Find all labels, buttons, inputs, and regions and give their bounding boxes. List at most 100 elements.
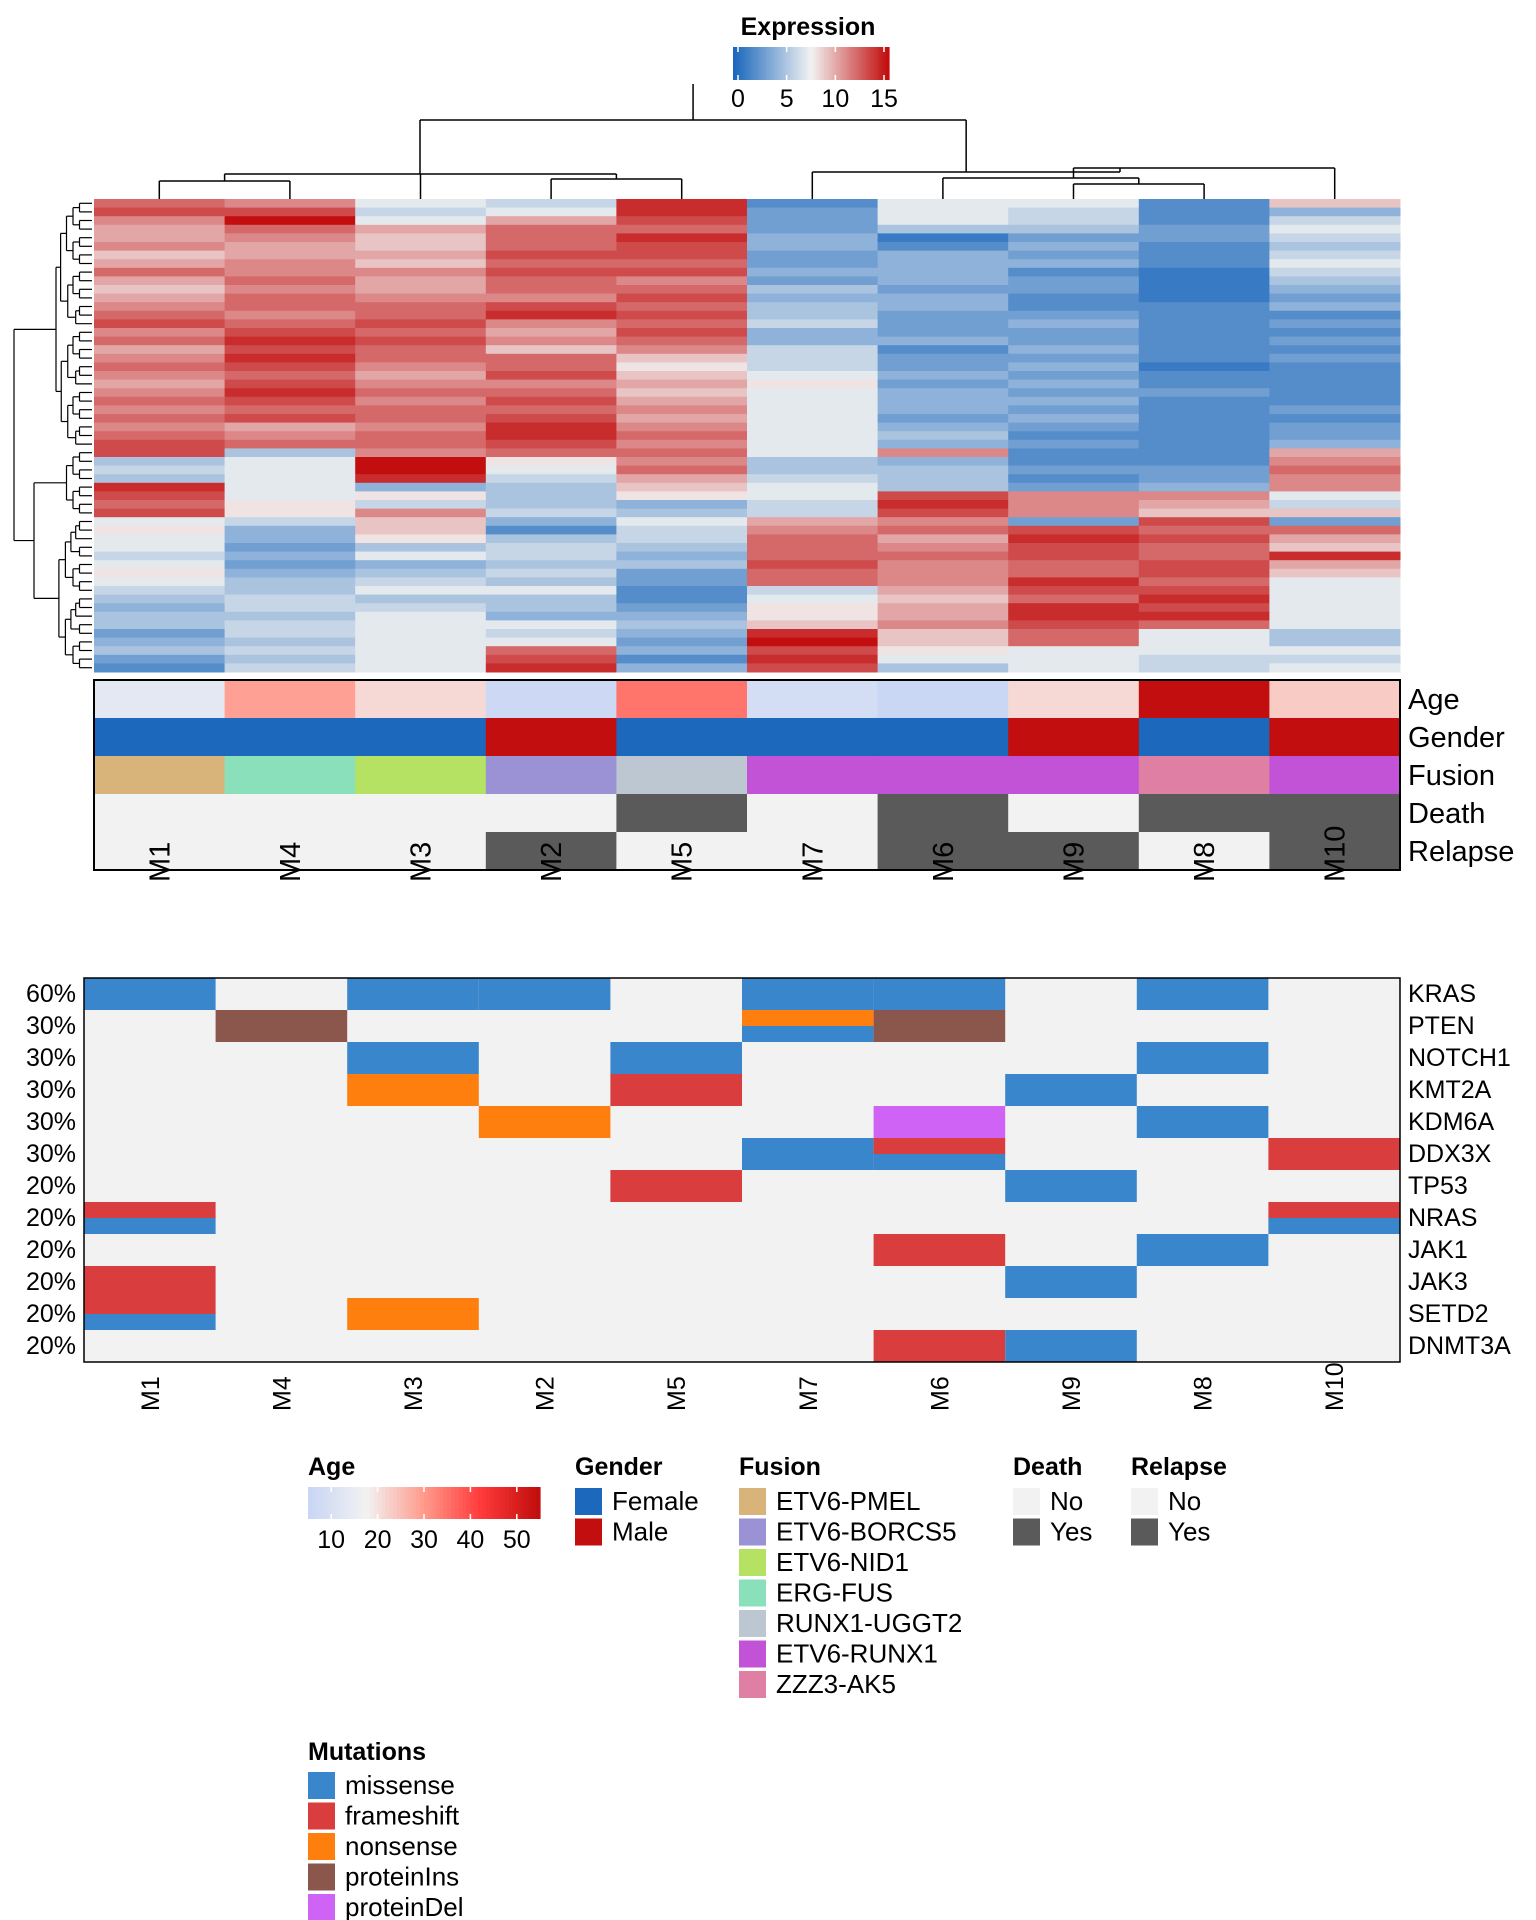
heatmap-cell	[1269, 405, 1401, 415]
heatmap-cell	[1269, 431, 1401, 441]
expression-gradient-step	[831, 47, 835, 80]
heatmap-cell	[224, 629, 356, 639]
legend-swatch-etv6-nid1	[739, 1549, 766, 1576]
expression-gradient-step	[821, 47, 825, 80]
gender-annotation-cell	[224, 718, 356, 757]
heatmap-cell	[1138, 276, 1270, 286]
heatmap-cell	[1138, 414, 1270, 424]
legend-label: Female	[612, 1486, 699, 1516]
sample-label: M6	[928, 842, 960, 882]
heatmap-cell	[355, 379, 487, 389]
heatmap-cell	[485, 267, 617, 277]
expression-gradient-step	[733, 47, 737, 80]
heatmap-cell	[1138, 371, 1270, 381]
heatmap-cell	[1269, 362, 1401, 372]
age-gradient-step	[342, 1487, 348, 1519]
heatmap-cell	[877, 448, 1009, 458]
heatmap-cell	[877, 388, 1009, 398]
oncoprint-cell	[610, 1266, 743, 1299]
heatmap-cell	[1138, 586, 1270, 596]
heatmap-cell	[485, 534, 617, 544]
heatmap-cell	[616, 603, 748, 613]
oncoprint-mutation-frameshift	[1268, 1202, 1401, 1219]
heatmap-cell	[877, 233, 1009, 243]
heatmap-cell	[1269, 654, 1401, 664]
heatmap-cell	[747, 250, 879, 260]
heatmap-cell	[1008, 199, 1140, 209]
age-gradient-step	[443, 1487, 448, 1519]
heatmap-cell	[877, 414, 1009, 424]
oncoprint-cell	[215, 1266, 348, 1299]
oncoprint-mutation-missense	[742, 978, 875, 1011]
heatmap-cell	[94, 310, 226, 320]
legend-label: nonsense	[345, 1831, 458, 1861]
legend-swatch-etv6-pmel	[739, 1488, 766, 1515]
age-gradient-step	[338, 1487, 344, 1519]
heatmap-cell	[485, 362, 617, 372]
heatmap-cell	[747, 302, 879, 312]
heatmap-cell	[94, 663, 226, 673]
heatmap-cell	[1138, 319, 1270, 329]
legend-label: ETV6-NID1	[776, 1547, 909, 1577]
heatmap-cell	[224, 345, 356, 355]
heatmap-cell	[747, 353, 879, 363]
oncoprint-cell	[742, 1106, 875, 1139]
expression-gradient-step	[761, 47, 765, 80]
legend-swatch-runx1-uggt2	[739, 1610, 766, 1637]
gene-label: JAK3	[1408, 1268, 1468, 1296]
heatmap-cell	[224, 663, 356, 673]
heatmap-cell	[355, 224, 487, 234]
oncoprint-cell	[1136, 1074, 1269, 1107]
legend-swatch-nonsense	[308, 1833, 335, 1860]
heatmap-cell	[355, 310, 487, 320]
heatmap-cell	[616, 302, 748, 312]
heatmap-cell	[616, 646, 748, 656]
heatmap-cell	[94, 302, 226, 312]
annotation-label-age: Age	[1408, 684, 1460, 716]
expression-gradient-step	[785, 47, 789, 80]
heatmap-cell	[747, 396, 879, 406]
heatmap-cell	[94, 250, 226, 260]
age-gradient-step	[435, 1487, 441, 1519]
heatmap-cell	[616, 336, 748, 346]
heatmap-cell	[1269, 474, 1401, 484]
oncoprint-cell	[84, 1042, 217, 1075]
gender-legend-title: Gender	[575, 1453, 663, 1481]
heatmap-cell	[1008, 654, 1140, 664]
heatmap-cell	[616, 637, 748, 647]
sample-label: M2	[536, 842, 568, 882]
age-gradient-step	[350, 1487, 355, 1519]
expression-gradient-step	[816, 47, 820, 80]
heatmap-cell	[616, 560, 748, 570]
death-annotation-cell	[1138, 794, 1270, 833]
oncoprint-cell	[1005, 1010, 1138, 1043]
heatmap-cell	[1269, 586, 1401, 596]
heatmap-cell	[1269, 637, 1401, 647]
heatmap-cell	[485, 465, 617, 475]
legend-label: proteinIns	[345, 1862, 459, 1892]
heatmap-cell	[224, 646, 356, 656]
heatmap-cell	[877, 577, 1009, 587]
fusion-legend: Fusion ETV6-PMELETV6-BORCS5ETV6-NID1ERG-…	[739, 1453, 962, 1699]
heatmap-cell	[224, 508, 356, 518]
heatmap-cell	[355, 216, 487, 226]
expression-gradient-step	[743, 47, 747, 80]
heatmap-cell	[355, 474, 487, 484]
heatmap-cell	[616, 568, 748, 578]
heatmap-cell	[94, 568, 226, 578]
heatmap-cell	[747, 491, 879, 501]
heatmap-cell	[355, 491, 487, 501]
heatmap-cell	[1138, 611, 1270, 621]
oncoprint-mutation-missense	[1005, 1170, 1138, 1203]
oncoprint-gene-labels: KRAS PTEN NOTCH1 KMT2A KDM6A DDX3X TP53 NRAS JAK…	[1408, 980, 1511, 1360]
oncoprint-mutation-missense	[84, 1218, 217, 1235]
heatmap-cell	[877, 353, 1009, 363]
heatmap-cell	[485, 388, 617, 398]
heatmap-cell	[1008, 345, 1140, 355]
age-annotation-cell	[224, 680, 356, 719]
legend-swatch-yes	[1013, 1518, 1040, 1546]
expression-gradient-step	[824, 47, 828, 80]
oncoprint-cell	[84, 1074, 217, 1107]
oncoprint-cell	[1136, 1010, 1269, 1043]
oncoprint-mutation-missense	[742, 1138, 875, 1171]
